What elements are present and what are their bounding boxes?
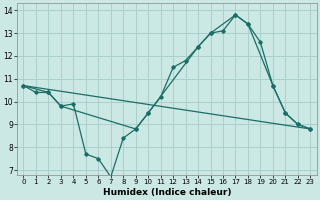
X-axis label: Humidex (Indice chaleur): Humidex (Indice chaleur) <box>103 188 231 197</box>
